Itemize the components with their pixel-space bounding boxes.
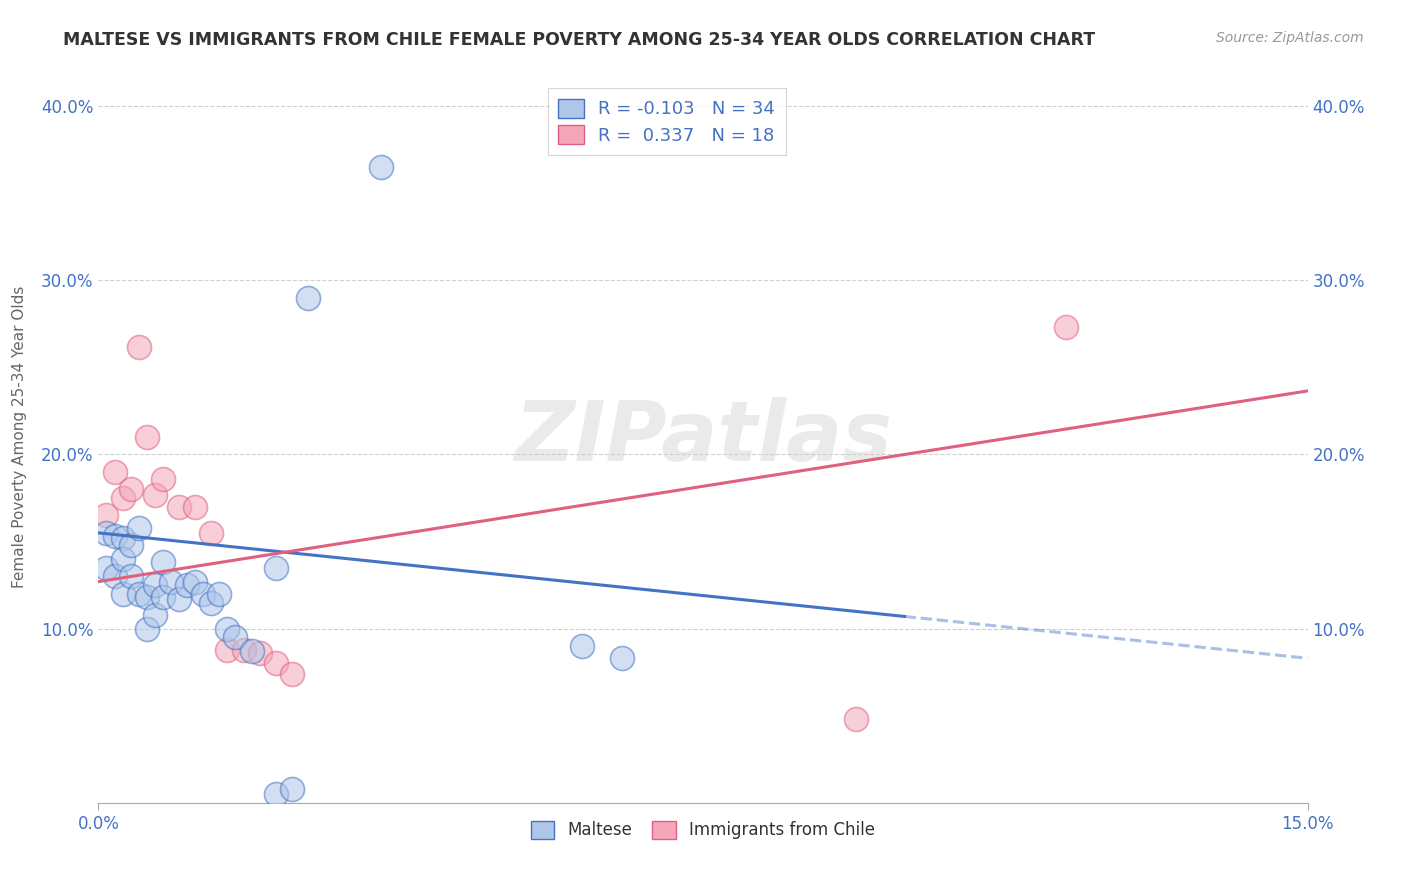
- Point: [224, 631, 246, 645]
- Point: [135, 622, 157, 636]
- Point: [143, 578, 166, 592]
- Point: [152, 472, 174, 486]
- Point: [111, 491, 134, 505]
- Point: [143, 607, 166, 622]
- Point: [111, 531, 134, 545]
- Text: Source: ZipAtlas.com: Source: ZipAtlas.com: [1216, 31, 1364, 45]
- Point: [264, 787, 287, 801]
- Point: [96, 560, 118, 574]
- Point: [96, 508, 118, 523]
- Point: [612, 651, 634, 665]
- Point: [103, 529, 125, 543]
- Point: [111, 587, 134, 601]
- Text: ZIPatlas: ZIPatlas: [515, 397, 891, 477]
- Point: [232, 642, 254, 657]
- Point: [128, 521, 150, 535]
- Point: [167, 500, 190, 514]
- Point: [193, 587, 215, 601]
- Point: [103, 465, 125, 479]
- Point: [264, 657, 287, 671]
- Point: [281, 781, 304, 796]
- Point: [103, 569, 125, 583]
- Point: [1054, 320, 1077, 334]
- Point: [845, 712, 868, 726]
- Point: [96, 525, 118, 540]
- Y-axis label: Female Poverty Among 25-34 Year Olds: Female Poverty Among 25-34 Year Olds: [13, 286, 27, 588]
- Point: [143, 487, 166, 501]
- Point: [184, 500, 207, 514]
- Point: [135, 430, 157, 444]
- Point: [184, 574, 207, 589]
- Point: [128, 587, 150, 601]
- Legend: Maltese, Immigrants from Chile: Maltese, Immigrants from Chile: [520, 811, 886, 849]
- Point: [120, 538, 142, 552]
- Point: [167, 592, 190, 607]
- Point: [264, 560, 287, 574]
- Point: [111, 552, 134, 566]
- Point: [152, 556, 174, 570]
- Point: [208, 587, 231, 601]
- Point: [281, 667, 304, 681]
- Point: [135, 591, 157, 605]
- Point: [249, 646, 271, 660]
- Point: [200, 595, 222, 609]
- Point: [217, 642, 239, 657]
- Point: [370, 160, 392, 174]
- Point: [217, 622, 239, 636]
- Point: [297, 291, 319, 305]
- Point: [120, 483, 142, 497]
- Point: [176, 578, 198, 592]
- Point: [120, 569, 142, 583]
- Point: [571, 639, 593, 653]
- Point: [200, 525, 222, 540]
- Point: [240, 644, 263, 658]
- Point: [152, 591, 174, 605]
- Text: MALTESE VS IMMIGRANTS FROM CHILE FEMALE POVERTY AMONG 25-34 YEAR OLDS CORRELATIO: MALTESE VS IMMIGRANTS FROM CHILE FEMALE …: [63, 31, 1095, 49]
- Point: [128, 339, 150, 353]
- Point: [160, 574, 183, 589]
